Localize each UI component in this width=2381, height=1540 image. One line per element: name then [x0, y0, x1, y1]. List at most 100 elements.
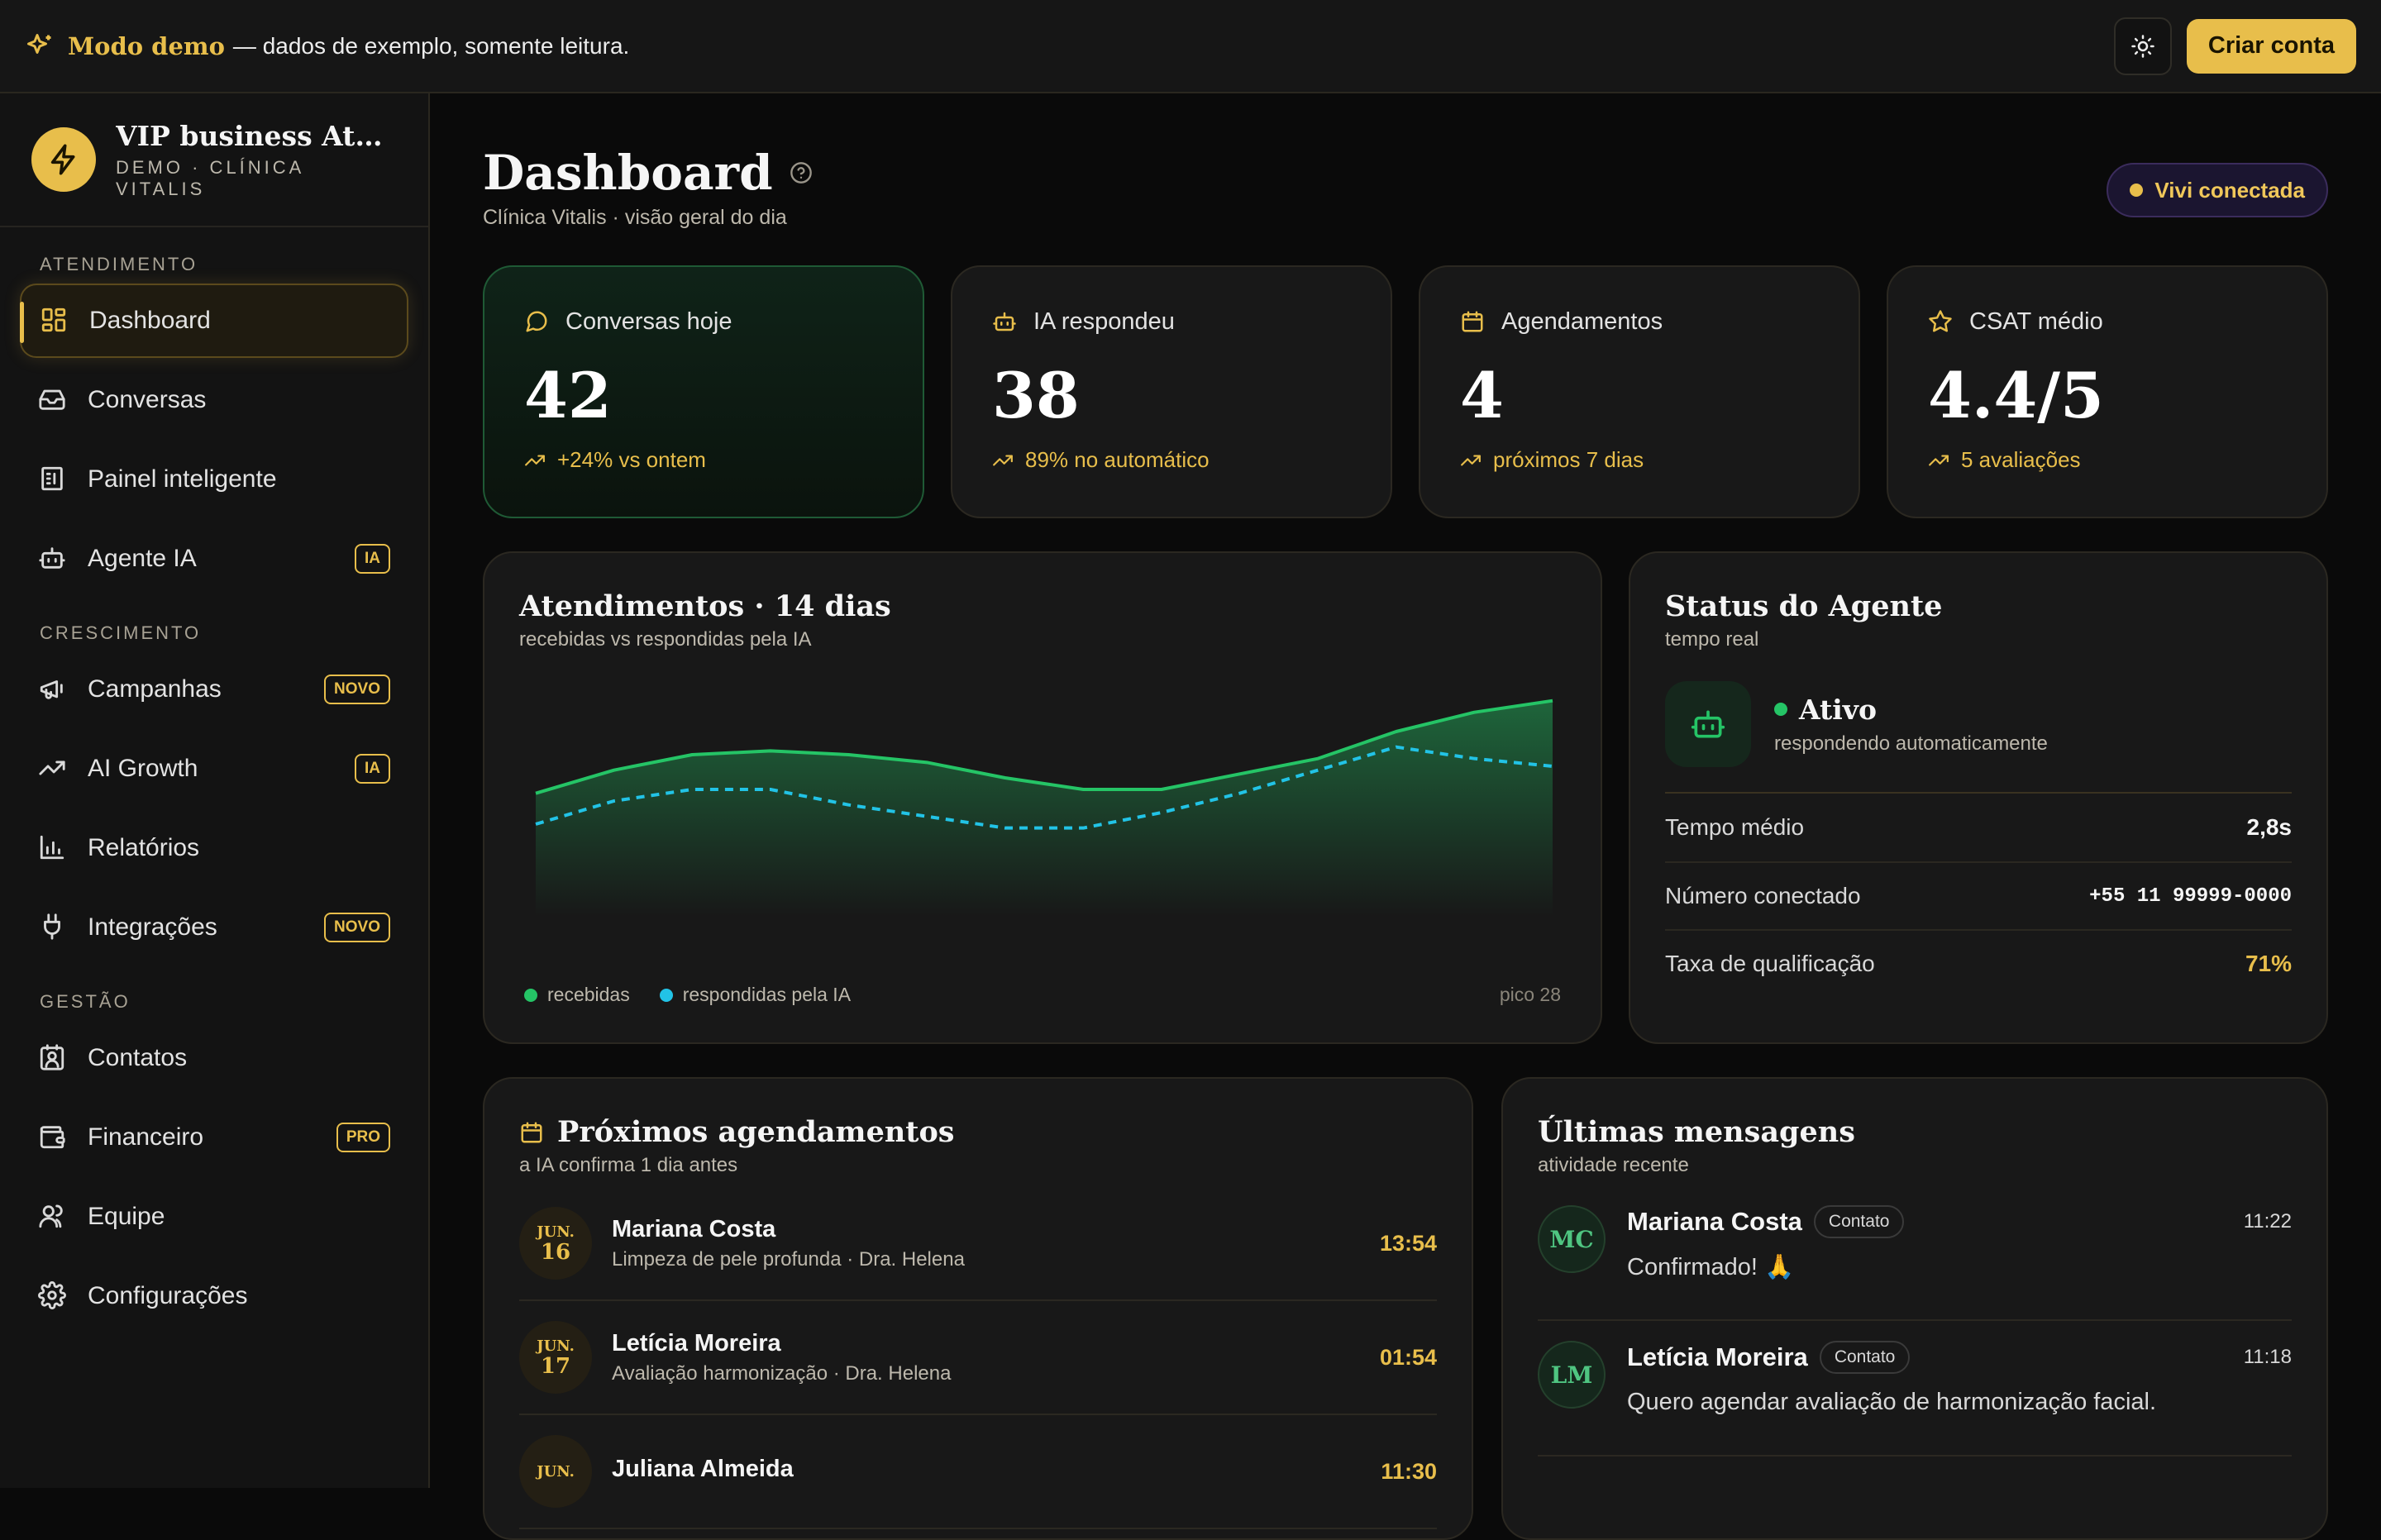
create-account-button[interactable]: Criar conta [2187, 19, 2356, 74]
sidebar-item-label: Campanhas [88, 675, 222, 703]
message-text: Quero agendar avaliação de harmonização … [1627, 1389, 2292, 1416]
appointment-item[interactable]: JUN.16 Mariana Costa Limpeza de pele profu… [519, 1187, 1437, 1301]
connection-status-label: Vivi conectada [2154, 178, 2305, 203]
brand-name: VIP business Atendimento [116, 120, 389, 152]
star-icon [1928, 309, 1954, 336]
stat-label: CSAT médio [1969, 308, 2103, 336]
message-text: Confirmado! 🙏 [1627, 1253, 2292, 1281]
sidebar-item-dashboard[interactable]: Dashboard [20, 284, 408, 358]
panel-icon [38, 465, 68, 494]
chat-icon [524, 309, 551, 336]
appointment-name: Juliana Almeida [612, 1456, 794, 1483]
sidebar-item-label: Conversas [88, 386, 206, 414]
message-sender: Letícia Moreira [1627, 1342, 1808, 1372]
metric-label: Número conectado [1665, 883, 1861, 909]
plug-icon [38, 913, 68, 942]
wallet-icon [38, 1123, 68, 1152]
sidebar-item-financeiro[interactable]: Financeiro PRO [20, 1100, 408, 1175]
grid-icon [40, 306, 69, 336]
appointment-description: Limpeza de pele profunda · Dra. Helena [612, 1248, 965, 1271]
sidebar-item-label: Financeiro [88, 1123, 203, 1151]
contact-tag: Contato [1820, 1341, 1911, 1374]
metric-label: Tempo médio [1665, 814, 1804, 841]
sidebar-item-equipe[interactable]: Equipe [20, 1180, 408, 1254]
contact-tag: Contato [1814, 1205, 1905, 1238]
stat-delta: +24% vs ontem [557, 447, 706, 473]
chart-peak-label: pico 28 [1500, 984, 1561, 1006]
appointments-title: Próximos agendamentos [557, 1115, 955, 1149]
bar-chart-icon [38, 833, 68, 863]
sidebar-item-label: Relatórios [88, 834, 199, 862]
sidebar-item-label: AI Growth [88, 755, 198, 783]
nav-section-title: ATENDIMENTO [0, 254, 428, 275]
appointment-item[interactable]: JUN. Juliana Almeida 11:30 [519, 1415, 1437, 1529]
appointment-date: JUN.16 [519, 1207, 592, 1280]
trending-up-icon [38, 754, 68, 784]
appointment-name: Mariana Costa [612, 1216, 965, 1243]
sidebar-item-configuracoes[interactable]: Configurações [20, 1259, 408, 1333]
trending-up-icon [1460, 450, 1482, 471]
legend-item-received: recebidas [524, 984, 630, 1006]
appointment-time: 01:54 [1380, 1345, 1437, 1371]
connection-status-badge: Vivi conectada [2107, 163, 2328, 217]
theme-toggle-button[interactable] [2114, 17, 2172, 75]
main-content: Dashboard Clínica Vitalis · visão geral … [430, 93, 2381, 1488]
sidebar: VIP business Atendimento DEMO · CLÍNICA … [0, 93, 430, 1488]
sidebar-item-integracoes[interactable]: Integrações NOVO [20, 890, 408, 965]
sidebar-item-ai-growth[interactable]: AI Growth IA [20, 732, 408, 806]
avatar: MC [1538, 1205, 1606, 1273]
received-area [536, 701, 1553, 917]
sidebar-item-relatorios[interactable]: Relatórios [20, 811, 408, 885]
agent-status-detail: respondendo automaticamente [1774, 732, 2048, 756]
demo-text: — dados de exemplo, somente leitura. [233, 33, 629, 60]
brand-subtitle: DEMO · CLÍNICA VITALIS [116, 157, 397, 200]
appointment-name: Letícia Moreira [612, 1330, 951, 1357]
sidebar-item-label: Integrações [88, 913, 217, 942]
sidebar-item-label: Configurações [88, 1282, 247, 1310]
sidebar-item-conversas[interactable]: Conversas [20, 363, 408, 437]
sidebar-item-contatos[interactable]: Contatos [20, 1021, 408, 1095]
contact-icon [38, 1043, 68, 1073]
nav-badge: IA [355, 754, 390, 784]
nav-section-title: CRESCIMENTO [0, 622, 428, 644]
legend-label: recebidas [547, 984, 630, 1006]
sidebar-item-painel-inteligente[interactable]: Painel inteligente [20, 442, 408, 517]
legend-swatch [660, 989, 673, 1002]
sidebar-item-label: Dashboard [89, 307, 211, 335]
bot-icon [38, 544, 68, 574]
help-icon[interactable] [790, 161, 813, 184]
agent-status-card: Status do Agente tempo real Ativo respon… [1629, 551, 2328, 1044]
stat-label: Conversas hoje [565, 308, 732, 336]
sidebar-item-label: Equipe [88, 1203, 165, 1231]
bot-icon [992, 309, 1019, 336]
chart-legend: recebidas respondidas pela IA [524, 984, 851, 1006]
metric-label: Taxa de qualificação [1665, 951, 1875, 977]
nav-section-title: GESTÃO [0, 991, 428, 1013]
nav-badge: NOVO [324, 675, 390, 704]
attendance-chart [519, 677, 1569, 950]
stat-value: 4 [1460, 359, 1819, 432]
appointment-date: JUN. [519, 1435, 592, 1508]
appointment-time: 11:30 [1381, 1459, 1437, 1485]
chart-title: Atendimentos · 14 dias [519, 589, 1566, 623]
stat-value: 4.4/5 [1928, 359, 2287, 432]
sparkles-icon [25, 31, 55, 61]
agent-card-title: Status do Agente [1665, 589, 2292, 623]
calendar-icon [519, 1120, 544, 1145]
trending-up-icon [524, 450, 546, 471]
brand[interactable]: VIP business Atendimento DEMO · CLÍNICA … [0, 93, 428, 227]
appointment-description: Avaliação harmonização · Dra. Helena [612, 1362, 951, 1385]
nav-badge: NOVO [324, 913, 390, 942]
page-title: Dashboard [483, 145, 773, 201]
nav-badge: PRO [336, 1123, 390, 1152]
sidebar-item-campanhas[interactable]: Campanhas NOVO [20, 652, 408, 727]
